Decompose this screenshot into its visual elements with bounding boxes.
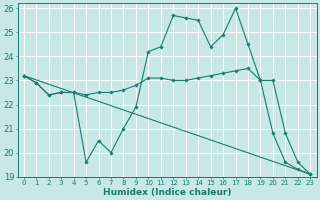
X-axis label: Humidex (Indice chaleur): Humidex (Indice chaleur): [103, 188, 231, 197]
